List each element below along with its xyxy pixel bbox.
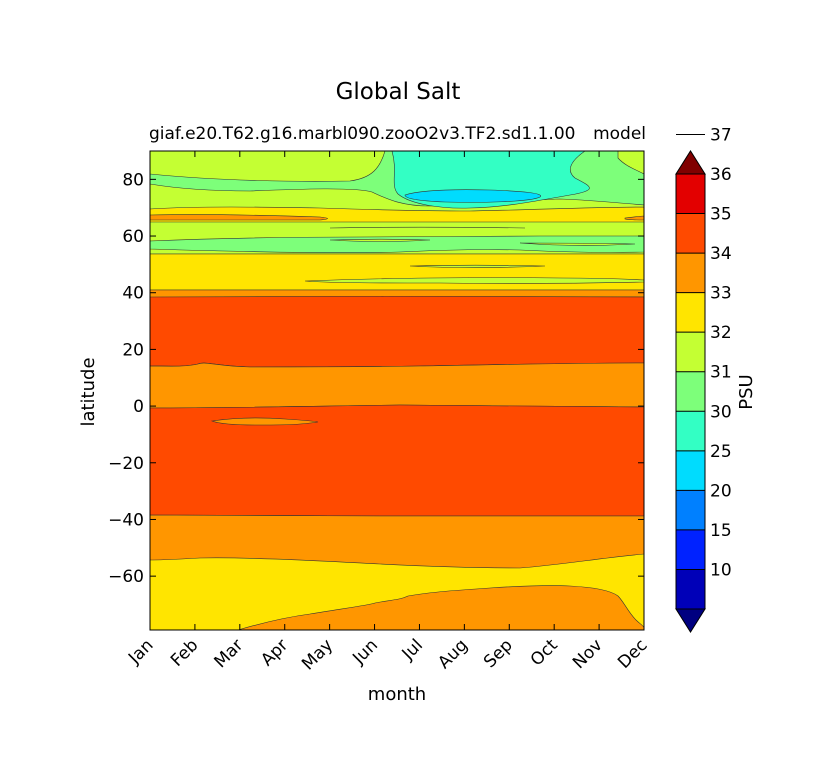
- contour-band-35-36-north: [150, 295, 644, 368]
- contour-band-34-35-streak: [150, 214, 328, 221]
- colorbar: 10 15 20 25 30 31 32 33 34 35 36 37: [675, 125, 732, 633]
- colorbar-tick-label: 36: [710, 165, 732, 185]
- colorbar-segment: [676, 292, 705, 333]
- y-tick-label: 60: [122, 227, 144, 247]
- colorbar-extend-low: [675, 608, 706, 633]
- x-tick-label: Apr: [257, 635, 292, 670]
- colorbar-segment: [676, 371, 705, 412]
- contour-band-32-33-lens-2: [519, 242, 636, 246]
- contour-band-32-33-arctic-cap: [150, 151, 386, 182]
- contour-line-mid: [329, 226, 526, 229]
- colorbar-segment: [676, 411, 705, 451]
- x-tick-label: May: [298, 635, 337, 674]
- contour-band-34-35-antarctic-lobe: [237, 585, 644, 630]
- x-tick-label: Dec: [614, 635, 651, 672]
- x-tick-label: Mar: [211, 635, 248, 672]
- chart-title: Global Salt: [336, 79, 461, 105]
- colorbar-tick-label: 37: [710, 125, 732, 145]
- colorbar-tick-label: 30: [710, 402, 732, 422]
- colorbar-tick-label: 31: [710, 363, 732, 383]
- colorbar-tick-label: 34: [710, 244, 732, 264]
- contour-band-34-35-lens: [210, 417, 319, 426]
- y-tick-label: 0: [133, 397, 144, 417]
- colorbar-segment: [676, 450, 705, 491]
- contour-plot-area: [150, 151, 644, 630]
- contour-band-33-34-subarctic: [150, 206, 644, 227]
- colorbar-tick-label: 33: [710, 284, 732, 304]
- y-tick-label: 80: [122, 170, 144, 190]
- colorbar-tick-label: 15: [710, 521, 732, 541]
- x-tick-label: Nov: [569, 635, 607, 673]
- contour-band-25-30-arctic: [404, 189, 541, 203]
- colorbar-segment: [676, 490, 705, 530]
- colorbar-tick-label: 25: [710, 442, 732, 462]
- colorbar-segment: [676, 213, 705, 254]
- x-tick-label: Feb: [167, 635, 202, 670]
- x-tick-label: Sep: [480, 635, 517, 672]
- colorbar-label: PSU: [736, 374, 757, 409]
- colorbar-tick-label: 35: [710, 205, 732, 225]
- x-tick-label: Jul: [398, 635, 427, 664]
- x-tick-label: Aug: [434, 635, 472, 673]
- y-tick-label: 40: [122, 284, 144, 304]
- contour-band-34-35-north: [150, 289, 644, 299]
- y-axis-label: latitude: [78, 357, 99, 426]
- colorbar-segment: [676, 174, 705, 214]
- colorbar-segment: [676, 253, 705, 293]
- chart-subtitle-left: giaf.e20.T62.g16.marbl090.zooO2v3.TF2.sd…: [149, 124, 575, 144]
- contour-band-34-35-southern: [150, 514, 644, 569]
- contour-band-31-32-mid: [150, 235, 644, 254]
- colorbar-tick-label: 20: [710, 481, 732, 501]
- colorbar-segment: [676, 529, 705, 570]
- contour-band-32-33-arctic-right: [617, 151, 644, 175]
- contour-band-34-35-equatorial: [150, 362, 644, 409]
- colorbar-tick-label: 10: [710, 560, 732, 580]
- x-tick-label: Jun: [348, 635, 382, 669]
- y-tick-label: −20: [108, 454, 144, 474]
- colorbar-tick-label: 32: [710, 323, 732, 343]
- y-tick-label: −60: [108, 567, 144, 587]
- contour-band-33-34-temperate-north: [150, 253, 644, 291]
- contour-band-32-33-lens-3: [409, 264, 546, 268]
- colorbar-segment: [676, 332, 705, 372]
- y-tick-label: −40: [108, 510, 144, 530]
- contour-band-32-33-lens: [329, 238, 431, 242]
- plot-frame: [149, 150, 645, 631]
- x-axis-label: month: [368, 684, 426, 705]
- y-axis: 80 60 40 20 0 −20 −40 −60: [108, 170, 644, 587]
- colorbar-segment: [676, 569, 705, 609]
- colorbar-extend-high: [675, 150, 706, 175]
- contour-band-34-35-streak-right: [624, 215, 644, 221]
- chart-subtitle-right: model: [593, 124, 646, 144]
- x-tick-label: Jan: [124, 635, 157, 668]
- y-tick-label: 20: [122, 340, 144, 360]
- contour-band-32-33-lens-4: [304, 277, 644, 284]
- x-tick-label: Oct: [527, 635, 562, 670]
